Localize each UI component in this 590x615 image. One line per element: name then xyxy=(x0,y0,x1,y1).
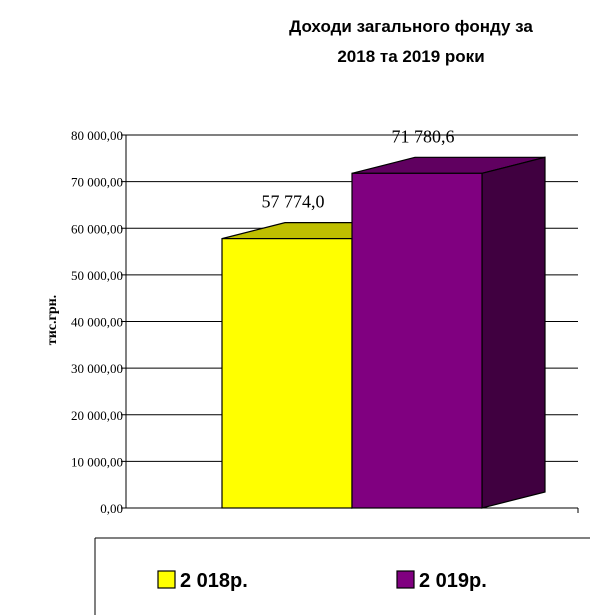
y-tick-label: 40 000,00 xyxy=(71,315,123,330)
data-label: 71 780,6 xyxy=(392,126,455,146)
data-labels: 57 774,0 71 780,6 xyxy=(262,126,455,211)
y-tick-label: 70 000,00 xyxy=(71,175,123,190)
y-axis-label: тис.грн. xyxy=(45,295,60,345)
y-tick-label: 50 000,00 xyxy=(71,268,123,283)
y-tick-labels: 0,00 10 000,00 20 000,00 30 000,00 40 000,00… xyxy=(71,128,123,516)
legend-label-2019: 2 019р. xyxy=(419,570,487,592)
legend: 2 018р. 2 019р. xyxy=(94,537,590,615)
y-tick-label: 30 000,00 xyxy=(71,361,123,376)
legend-swatch-2019 xyxy=(396,570,415,589)
bar xyxy=(221,238,353,509)
y-tick-label: 10 000,00 xyxy=(71,454,123,469)
bars xyxy=(221,156,546,509)
legend-label-2018: 2 018р. xyxy=(180,570,248,592)
y-tick-label: 20 000,00 xyxy=(71,408,123,423)
bar xyxy=(351,172,483,509)
y-tick-label: 60 000,00 xyxy=(71,221,123,236)
data-label: 57 774,0 xyxy=(262,192,325,212)
chart-title-line-2: 2018 та 2019 роки xyxy=(337,47,484,66)
bar-side xyxy=(481,156,546,509)
legend-swatch-2018 xyxy=(157,570,176,589)
legend-box xyxy=(94,537,590,615)
y-tick-label: 0,00 xyxy=(100,501,123,516)
y-tick-label: 80 000,00 xyxy=(71,128,123,143)
chart-title-line-1: Доходи загального фонду за xyxy=(289,17,533,36)
